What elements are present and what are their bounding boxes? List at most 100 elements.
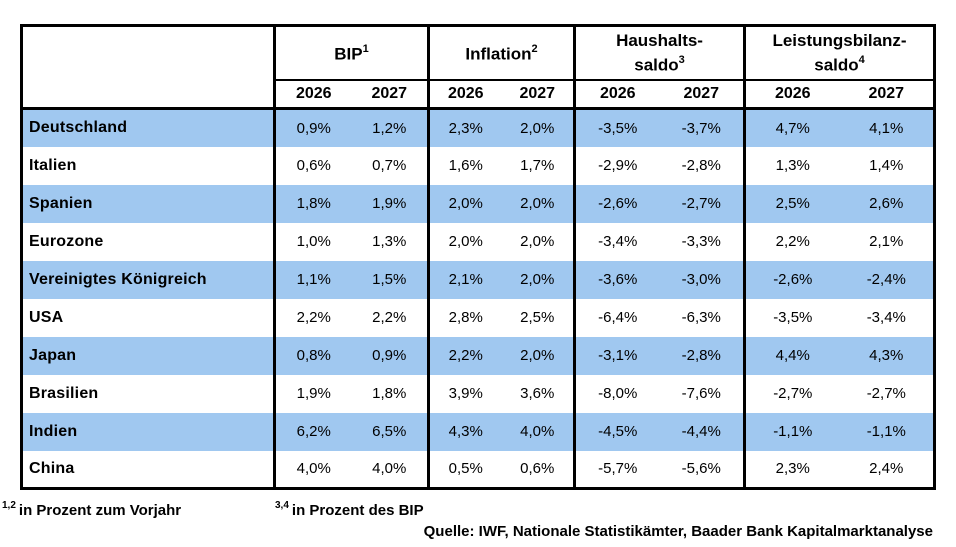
value-cell: 0,5% (427, 450, 502, 489)
value-cell: 4,1% (839, 108, 935, 147)
value-cell: -7,6% (659, 374, 745, 413)
table-row: USA 2,2% 2,2% 2,8% 2,5% -6,4% -6,3% -3,5… (21, 298, 935, 337)
value-cell: 6,5% (351, 412, 429, 451)
footnote-vorjahr: 1,2 in Prozent zum Vorjahr (2, 500, 182, 519)
value-cell: 3,9% (427, 374, 502, 413)
value-cell: -2,8% (659, 336, 745, 375)
value-cell: 2,1% (839, 222, 935, 261)
value-cell: -5,7% (573, 450, 660, 489)
year-header: 2026 (427, 79, 502, 110)
value-cell: 3,6% (501, 374, 575, 413)
corner-cell (21, 25, 275, 110)
year-header: 2027 (351, 79, 429, 110)
footnote-marker: 3,4 (275, 500, 289, 511)
value-cell: 2,2% (351, 298, 429, 337)
value-cell: 6,2% (273, 412, 352, 451)
footnote-marker: 1 (362, 43, 369, 56)
table-row: Brasilien 1,9% 1,8% 3,9% 3,6% -8,0% -7,6… (21, 374, 935, 413)
value-cell: -5,6% (659, 450, 745, 489)
table-row: Spanien 1,8% 1,9% 2,0% 2,0% -2,6% -2,7% … (21, 184, 935, 223)
group-label: BIP (334, 45, 363, 65)
forecast-table: BIP1 Inflation2 Haushalts-saldo3 Leistun… (20, 24, 937, 490)
column-group-haushaltssaldo: Haushalts-saldo3 (573, 25, 745, 81)
source-line: Quelle: IWF, Nationale Statistikämter, B… (423, 523, 933, 540)
value-cell: 2,0% (501, 336, 575, 375)
footnote-marker: 3 (678, 53, 685, 66)
value-cell: -3,4% (839, 298, 935, 337)
country-label: Indien (21, 412, 275, 451)
value-cell: 4,0% (351, 450, 429, 489)
value-cell: 2,2% (273, 298, 352, 337)
value-cell: 1,4% (839, 146, 935, 185)
group-label-line1: Leistungsbilanz- (772, 30, 907, 50)
value-cell: -2,7% (743, 374, 840, 413)
value-cell: 2,4% (839, 450, 935, 489)
value-cell: 4,0% (273, 450, 352, 489)
value-cell: 1,3% (351, 222, 429, 261)
column-group-inflation: Inflation2 (426, 25, 575, 81)
country-label: Eurozone (21, 222, 275, 261)
value-cell: 2,1% (427, 260, 502, 299)
value-cell: 0,9% (351, 336, 429, 375)
table-row: Japan 0,8% 0,9% 2,2% 2,0% -3,1% -2,8% 4,… (21, 336, 935, 375)
value-cell: 2,2% (743, 222, 840, 261)
footnote-text: in Prozent zum Vorjahr (18, 502, 182, 519)
footnote-marker: 4 (858, 53, 865, 66)
value-cell: 2,0% (501, 184, 575, 223)
value-cell: -2,8% (659, 146, 745, 185)
footnote-marker: 1,2 (2, 500, 16, 511)
country-label: Italien (21, 146, 275, 185)
value-cell: -2,7% (839, 374, 935, 413)
value-cell: 2,3% (743, 450, 840, 489)
value-cell: -3,0% (659, 260, 745, 299)
country-label: Brasilien (21, 374, 275, 413)
value-cell: 2,2% (427, 336, 502, 375)
value-cell: 4,3% (839, 336, 935, 375)
value-cell: 1,2% (351, 108, 429, 147)
value-cell: 2,0% (427, 184, 502, 223)
value-cell: 1,8% (351, 374, 429, 413)
country-label: USA (21, 298, 275, 337)
value-cell: -1,1% (839, 412, 935, 451)
group-header-row: BIP1 Inflation2 Haushalts-saldo3 Leistun… (21, 25, 935, 110)
value-cell: 1,9% (273, 374, 352, 413)
value-cell: -2,9% (573, 146, 660, 185)
value-cell: 2,0% (501, 108, 575, 147)
group-label-line2: saldo (634, 55, 679, 75)
value-cell: 0,8% (273, 336, 352, 375)
value-cell: 1,7% (501, 146, 575, 185)
group-label-line1: Haushalts- (616, 30, 703, 50)
table-row: China 4,0% 4,0% 0,5% 0,6% -5,7% -5,6% 2,… (21, 450, 935, 489)
value-cell: 0,6% (501, 450, 575, 489)
country-label: Spanien (21, 184, 275, 223)
value-cell: 1,3% (743, 146, 840, 185)
value-cell: -3,1% (573, 336, 660, 375)
value-cell: 4,0% (501, 412, 575, 451)
value-cell: -3,4% (573, 222, 660, 261)
table-row: Eurozone 1,0% 1,3% 2,0% 2,0% -3,4% -3,3%… (21, 222, 935, 261)
value-cell: 1,1% (273, 260, 352, 299)
value-cell: 2,0% (501, 260, 575, 299)
footnote-bip: 3,4 in Prozent des BIP (275, 500, 424, 519)
value-cell: -1,1% (743, 412, 840, 451)
column-group-leistungsbilanzsaldo: Leistungsbilanz-saldo4 (743, 25, 935, 81)
year-header: 2026 (573, 79, 660, 110)
table-row: Italien 0,6% 0,7% 1,6% 1,7% -2,9% -2,8% … (21, 146, 935, 185)
value-cell: 1,5% (351, 260, 429, 299)
country-label: China (21, 450, 275, 489)
country-label: Vereinigtes Königreich (21, 260, 275, 299)
value-cell: 1,9% (351, 184, 429, 223)
country-label: Japan (21, 336, 275, 375)
value-cell: -6,3% (659, 298, 745, 337)
country-label: Deutschland (21, 108, 275, 147)
value-cell: 4,3% (427, 412, 502, 451)
value-cell: 2,6% (839, 184, 935, 223)
footnote-marker: 2 (531, 43, 538, 56)
value-cell: 1,6% (427, 146, 502, 185)
value-cell: -8,0% (573, 374, 660, 413)
value-cell: 4,7% (743, 108, 840, 147)
value-cell: 1,8% (273, 184, 352, 223)
year-header: 2027 (839, 79, 935, 110)
year-header-row: 2026 2027 2026 2027 2026 2027 2026 2027 (22, 79, 935, 110)
